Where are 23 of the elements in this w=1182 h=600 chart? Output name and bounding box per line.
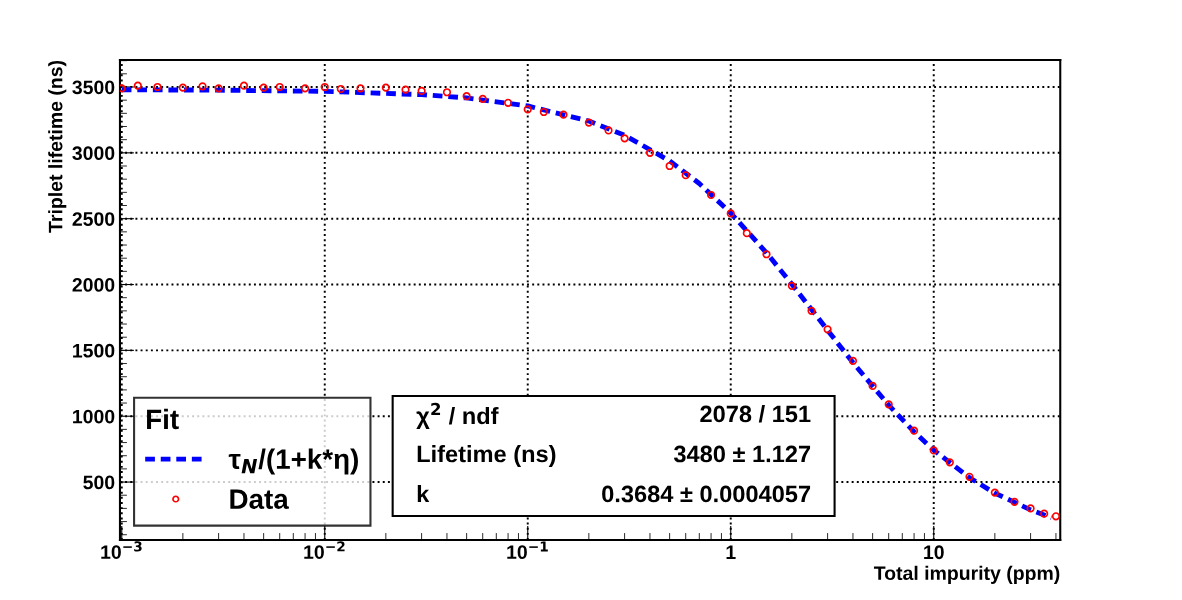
y-tick-label: 1500 <box>73 343 115 358</box>
x-tick-label: 10 <box>924 545 944 560</box>
legend-label: Data <box>230 489 289 509</box>
annotation: 3480 ± 1.127 <box>673 445 811 463</box>
annotation: k <box>417 484 430 503</box>
annotation: 2078 / 151 <box>700 404 811 423</box>
x-axis-title: Total impurity (ppm) <box>873 565 1060 584</box>
x-tick-label: 10$^{−3}$ <box>101 541 142 559</box>
x-tick-label: 10$^{−2}$ <box>304 541 345 559</box>
y-tick-label: 3500 <box>72 80 115 95</box>
y-tick-label: 500 <box>83 475 115 490</box>
legend-title: Fit <box>147 408 179 430</box>
y-tick-label: 3000 <box>72 146 115 161</box>
y-tick-label: 2500 <box>72 212 115 226</box>
y-tick-label: 2000 <box>72 277 115 292</box>
annotation: χ$^{2}$ / ndf <box>416 402 499 429</box>
x-tick-label: 1 <box>726 545 736 559</box>
y-axis-title: Triplet lifetime (ns) <box>48 60 67 233</box>
annotation: Lifetime (ns) <box>417 444 556 467</box>
annotation: 0.3684 ± 0.0004057 <box>602 485 811 503</box>
legend-label: τ$_{N}$/(1+k*η) <box>228 448 358 475</box>
y-tick-label: 1000 <box>73 409 115 424</box>
x-tick-label: 10$^{−1}$ <box>507 541 548 560</box>
